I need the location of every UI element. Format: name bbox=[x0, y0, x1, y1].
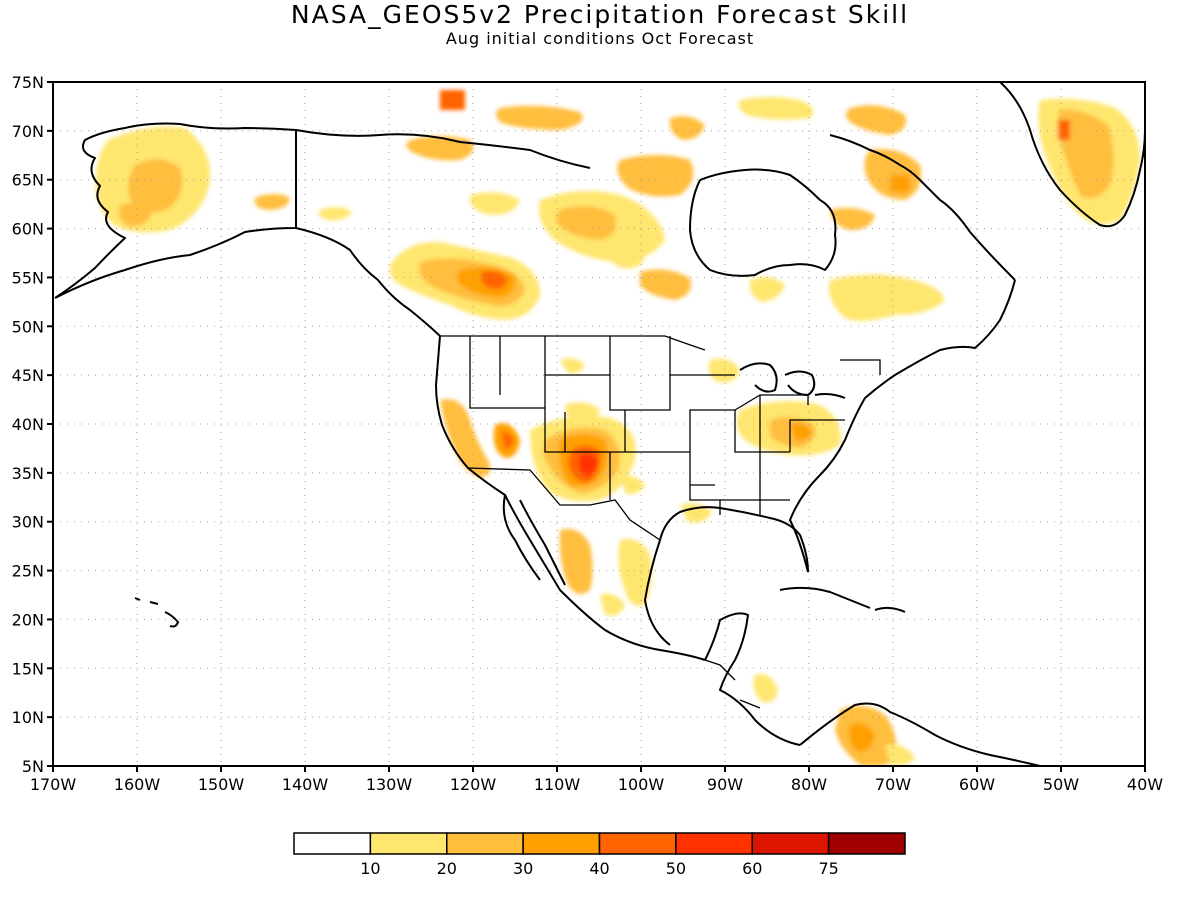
political-borders bbox=[295, 130, 881, 709]
page-title: NASA_GEOS5v2 Precipitation Forecast Skil… bbox=[290, 0, 910, 29]
skill-peak-western-canada bbox=[481, 271, 508, 290]
coast-greenland bbox=[999, 82, 1145, 228]
lat-label: 65N bbox=[12, 171, 44, 190]
lat-label: 30N bbox=[12, 513, 44, 532]
colorbar-legend: 10 20 30 40 50 60 75 bbox=[293, 832, 906, 878]
lat-label: 45N bbox=[12, 366, 44, 385]
coast-hudson-bay bbox=[689, 168, 837, 277]
coast-baja bbox=[502, 494, 566, 586]
border-us-canada bbox=[440, 335, 881, 375]
state-borders bbox=[469, 336, 845, 515]
lon-label: 160W bbox=[114, 775, 161, 794]
lat-label: 50N bbox=[12, 317, 44, 336]
lat-label: 55N bbox=[12, 268, 44, 287]
lat-label: 5N bbox=[22, 757, 44, 776]
lat-lon-grid bbox=[53, 82, 1145, 766]
lat-label: 25N bbox=[12, 562, 44, 581]
lon-label: 170W bbox=[30, 775, 77, 794]
colorbar-swatch bbox=[675, 832, 753, 855]
lon-label: 120W bbox=[450, 775, 497, 794]
colorbar-label: 60 bbox=[742, 859, 762, 878]
lon-label: 140W bbox=[282, 775, 329, 794]
lat-label: 15N bbox=[12, 659, 44, 678]
lon-label: 70W bbox=[875, 775, 911, 794]
lon-label: 130W bbox=[366, 775, 413, 794]
coast-hispaniola bbox=[874, 606, 906, 613]
latitude-labels: 75N 70N 65N 60N 55N 50N 45N 40N 35N 30N 25N 20N 15N 1… bbox=[12, 73, 53, 776]
coastlines bbox=[54, 82, 1145, 766]
lon-label: 90W bbox=[707, 775, 743, 794]
lat-label: 60N bbox=[12, 220, 44, 239]
lon-label: 100W bbox=[618, 775, 665, 794]
colorbar-swatch bbox=[522, 832, 601, 855]
coast-cuba bbox=[779, 586, 871, 609]
coast-yucatan bbox=[704, 612, 801, 746]
lon-label: 60W bbox=[959, 775, 995, 794]
lat-label: 35N bbox=[12, 464, 44, 483]
lat-label: 10N bbox=[12, 708, 44, 727]
skill-area-california bbox=[440, 399, 491, 478]
lon-label: 150W bbox=[198, 775, 245, 794]
coast-canada-west bbox=[295, 129, 591, 337]
colorbar-swatch bbox=[598, 832, 677, 855]
colorbar-label: 40 bbox=[589, 859, 609, 878]
skill-peak-new-mexico bbox=[578, 453, 598, 476]
lat-label: 70N bbox=[12, 122, 44, 141]
page-subtitle: Aug initial conditions Oct Forecast bbox=[445, 29, 755, 48]
colorbar-label: 30 bbox=[513, 859, 533, 878]
colorbar-swatch bbox=[369, 832, 448, 855]
coast-gulf bbox=[644, 506, 809, 646]
coast-us-east bbox=[789, 279, 1016, 573]
colorbar-label: 10 bbox=[360, 859, 380, 878]
border-central-america bbox=[704, 659, 761, 709]
coast-alaska bbox=[54, 122, 297, 299]
coast-us-west bbox=[435, 335, 706, 661]
lon-label: 110W bbox=[534, 775, 581, 794]
lat-label: 40N bbox=[12, 415, 44, 434]
colorbar-swatch bbox=[751, 832, 830, 855]
colorbar-swatch bbox=[446, 832, 524, 855]
border-us-mexico bbox=[467, 467, 661, 541]
coast-hawaii bbox=[134, 597, 179, 628]
colorbar-swatch bbox=[827, 832, 906, 855]
great-lakes bbox=[739, 362, 846, 399]
lon-label: 80W bbox=[791, 775, 827, 794]
colorbar-swatch bbox=[293, 832, 372, 855]
lat-label: 75N bbox=[12, 73, 44, 92]
lon-label: 40W bbox=[1127, 775, 1163, 794]
lon-label: 50W bbox=[1043, 775, 1079, 794]
longitude-labels: 170W 160W 150W 140W 130W 120W 110W 100W 90W 80W 70… bbox=[30, 766, 1163, 794]
lat-label: 20N bbox=[12, 610, 44, 629]
colorbar-label: 50 bbox=[666, 859, 686, 878]
coast-labrador bbox=[829, 134, 1016, 281]
skill-area-alaska-core bbox=[127, 159, 183, 213]
coast-south-america bbox=[799, 702, 1041, 766]
colorbar-label: 75 bbox=[818, 859, 838, 878]
skill-shading bbox=[95, 90, 1140, 766]
colorbar-label: 20 bbox=[437, 859, 457, 878]
